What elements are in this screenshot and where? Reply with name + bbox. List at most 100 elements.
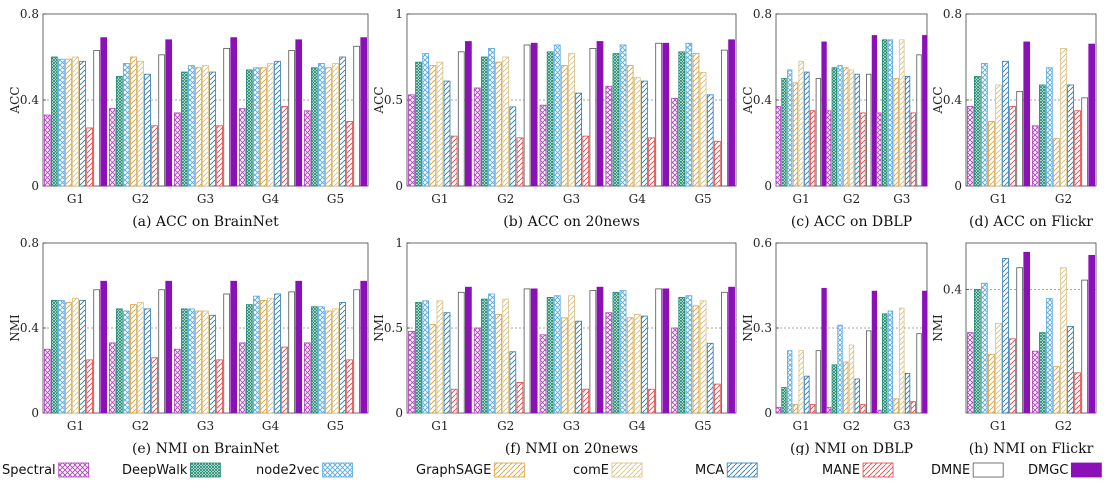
bar-deepwalk-g5 [311, 306, 318, 414]
bar-mca-g5 [339, 56, 346, 187]
bar-mca-g1 [804, 375, 810, 414]
bar-node2vec-g5 [318, 63, 325, 187]
bar-come-g1 [995, 84, 1002, 187]
legend-swatch [189, 462, 221, 478]
bar-graphsage-g3 [561, 317, 568, 414]
x-tick-label: G3 [197, 192, 214, 206]
bar-node2vec-g2 [837, 324, 843, 414]
bar-spectral-g3 [539, 334, 547, 414]
bar-mane-g4 [648, 388, 655, 414]
bar-spectral-g3 [876, 112, 882, 187]
bar-mca-g2 [1067, 84, 1074, 187]
bar-mca-g4 [274, 293, 281, 414]
x-tick-label: G3 [197, 419, 214, 433]
bar-dmne-g5 [353, 289, 360, 414]
y-tick-label: 0 [31, 406, 39, 420]
bar-mane-g3 [216, 125, 223, 187]
y-tick-label: 0 [764, 179, 772, 193]
x-tick-label: G1 [67, 192, 84, 206]
legend-item-mca: MCA [695, 462, 758, 478]
bar-deepwalk-g2 [116, 308, 123, 414]
bar-mca-g4 [641, 315, 648, 414]
bar-node2vec-g2 [123, 63, 130, 187]
legend-swatch [972, 462, 1004, 478]
bar-deepwalk-g2 [831, 364, 837, 414]
bar-spectral-g1 [966, 332, 974, 414]
y-tick-label: 1 [395, 236, 403, 250]
y-axis-label: NMI [8, 314, 22, 342]
bar-come-g3 [899, 39, 905, 187]
bar-deepwalk-g4 [612, 53, 620, 187]
bar-mca-g3 [209, 314, 216, 414]
x-tick-label: G4 [262, 192, 280, 206]
plot-frame [965, 242, 1097, 414]
bar-dmgc-g1 [465, 286, 472, 414]
bar-mca-g3 [575, 92, 582, 187]
bar-mca-g2 [509, 351, 517, 414]
bar-dmgc-g2 [165, 39, 173, 187]
bar-node2vec-g2 [488, 48, 495, 187]
bar-dmgc-g3 [230, 37, 238, 187]
legend-swatch [862, 462, 894, 478]
y-tick-label: 0.5 [384, 93, 403, 107]
bar-mane-g5 [713, 383, 721, 414]
bar-dmne-g2 [866, 73, 872, 187]
legend-label: DMGC [1028, 463, 1068, 478]
bar-dmgc-g5 [728, 39, 735, 187]
bar-dmne-g3 [223, 48, 230, 187]
y-tick-label: 0.4 [943, 282, 962, 296]
bar-mca-g3 [904, 372, 911, 414]
x-tick-label: G2 [132, 419, 149, 433]
bar-mca-g1 [804, 71, 810, 187]
y-axis-label: NMI [931, 314, 945, 342]
y-tick-label: 0.4 [943, 93, 962, 107]
bar-dmne-g4 [655, 42, 663, 187]
bar-deepwalk-g3 [881, 39, 888, 187]
bar-dmne-g3 [916, 333, 922, 414]
bar-dmne-g2 [866, 330, 872, 414]
bar-mane-g5 [346, 359, 353, 414]
chart-panel: 0 0.4 0.8 NMI G1 G2 G3 G4 G5 (e) NMI on BrainNet [8, 236, 369, 455]
bar-mca-g2 [144, 308, 151, 414]
panel-caption: (e) NMI on BrainNet [132, 441, 279, 455]
bar-mca-g2 [509, 106, 517, 187]
legend-label: node2vec [256, 463, 320, 478]
bar-mane-g1 [809, 110, 816, 187]
bar-node2vec-g1 [787, 69, 793, 187]
bar-mca-g3 [209, 71, 216, 187]
bar-come-g5 [699, 72, 707, 187]
figure-legend: Spectral DeepWalk node2vec GraphSAGE comE MCA… [2, 462, 1102, 478]
legend-label: DMNE [931, 463, 970, 478]
bar-come-g3 [202, 310, 209, 414]
bar-graphsage-g4 [260, 67, 267, 187]
bar-spectral-g2 [473, 87, 481, 187]
bar-dmne-g5 [721, 49, 728, 187]
bar-come-g3 [568, 53, 575, 187]
bar-come-g1 [798, 60, 804, 187]
bar-mane-g1 [1009, 106, 1016, 187]
bar-dmne-g1 [815, 78, 822, 187]
bar-dmgc-g3 [596, 41, 604, 187]
y-tick-label: 1 [395, 7, 403, 21]
x-tick-label: G3 [563, 419, 580, 433]
bar-dmgc-g4 [662, 42, 670, 187]
bar-graphsage-g3 [561, 65, 568, 187]
panel-caption: (a) ACC on BrainNet [132, 214, 279, 230]
bar-mca-g1 [1002, 60, 1009, 187]
panel-caption: (g) NMI on DBLP [790, 441, 913, 455]
bar-dmne-g2 [1081, 97, 1088, 187]
y-axis-label: ACC [931, 86, 945, 114]
bar-dmne-g1 [1016, 267, 1023, 414]
bar-spectral-g2 [825, 110, 832, 187]
bar-mane-g2 [151, 125, 158, 187]
x-tick-label: G2 [843, 419, 860, 433]
bar-node2vec-g5 [685, 42, 693, 187]
bar-graphsage-g2 [130, 56, 137, 187]
x-tick-label: G3 [563, 192, 580, 206]
legend-item-graphsage: GraphSAGE [416, 462, 525, 478]
y-tick-label: 0.4 [20, 93, 39, 107]
bar-mane-g3 [910, 401, 916, 414]
bar-deepwalk-g3 [181, 71, 188, 187]
x-tick-label: G1 [431, 192, 448, 206]
